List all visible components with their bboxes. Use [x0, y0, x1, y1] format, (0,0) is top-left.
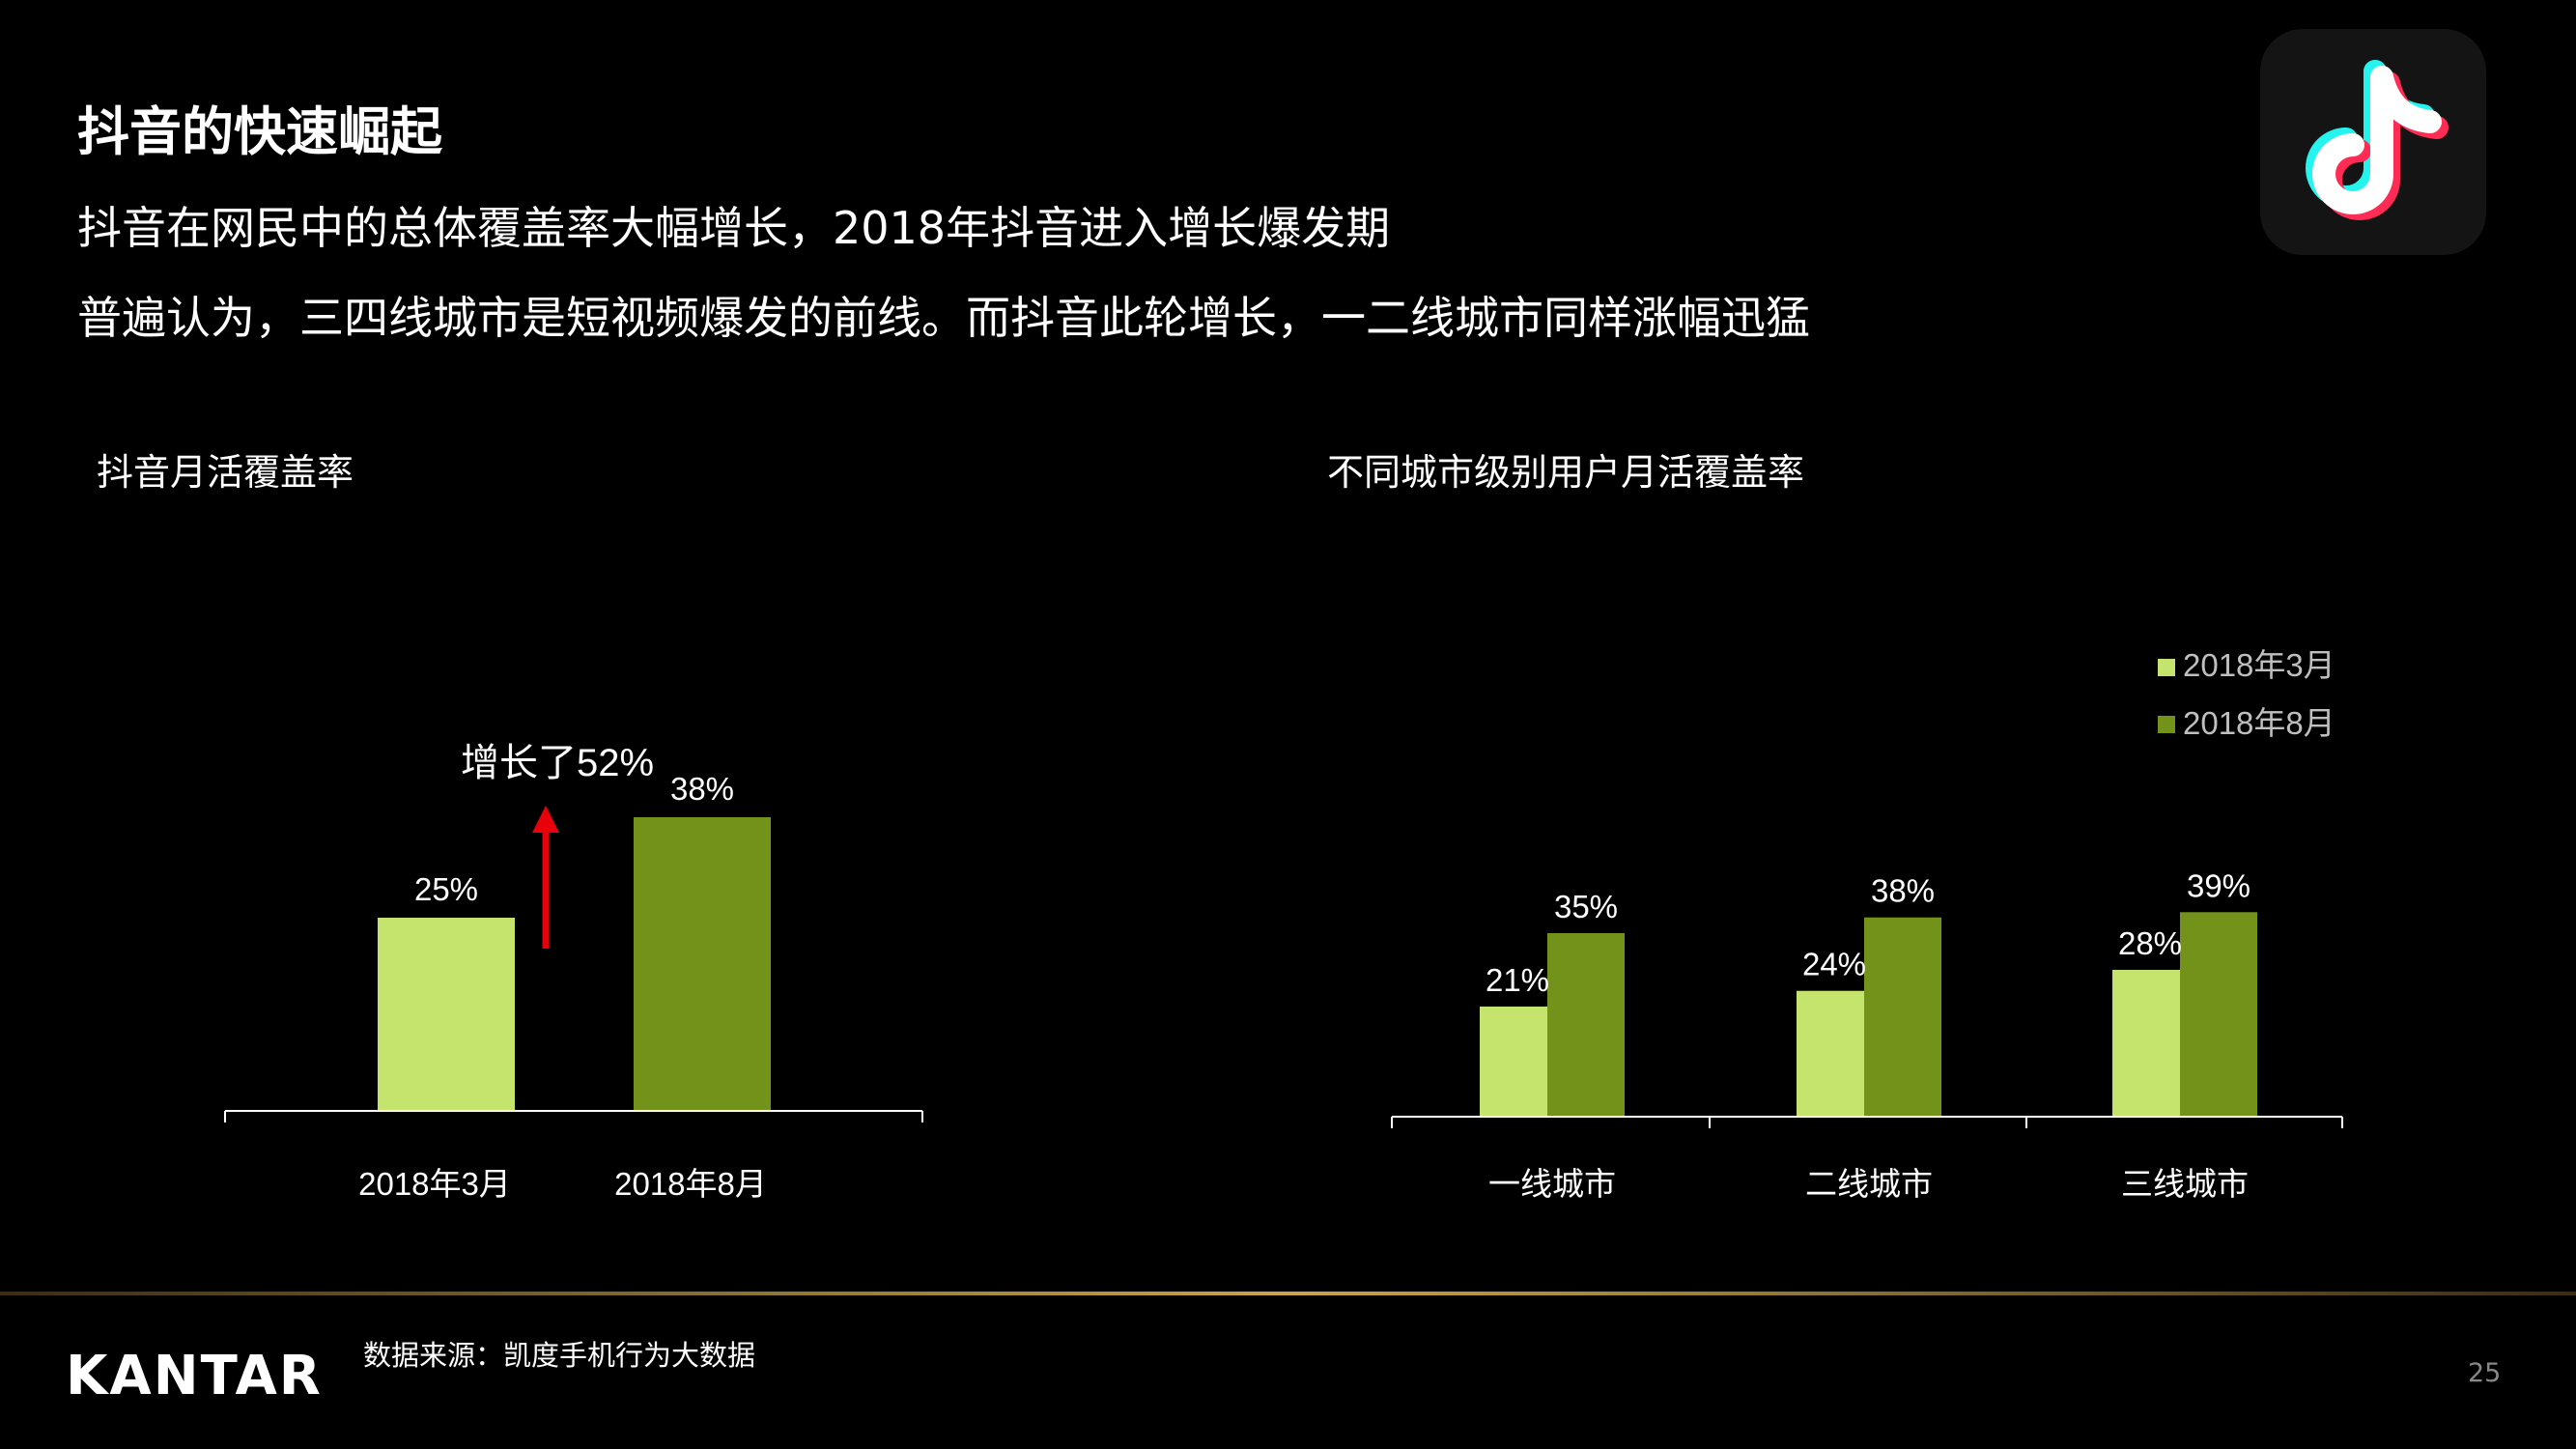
footer-divider — [0, 1292, 2576, 1295]
chart2-category-label-1: 一线城市 — [1488, 1166, 1616, 1202]
data-source-note: 数据来源：凯度手机行为大数据 — [363, 1339, 756, 1372]
tiktok-logo-icon — [2260, 29, 2486, 255]
growth-annotation: 增长了52% — [461, 742, 654, 784]
legend-swatch-series-2 — [2158, 716, 2175, 733]
chart1-title: 抖音月活覆盖率 — [97, 451, 354, 494]
chart2-value-label-1-series-2: 35% — [1554, 889, 1618, 924]
chart2-value-label-2-series-2: 38% — [1871, 873, 1935, 909]
page-number: 25 — [2468, 1358, 2502, 1388]
chart2-bar-3-series-1 — [2112, 970, 2180, 1117]
chart2-value-label-3-series-2: 39% — [2187, 867, 2250, 903]
chart1-value-label-1: 25% — [414, 871, 478, 907]
chart2-bar-3-series-2 — [2180, 912, 2257, 1117]
chart1-bar-1 — [378, 918, 515, 1111]
chart2-bar-1-series-2 — [1547, 933, 1625, 1117]
chart1-bar-2 — [634, 817, 771, 1111]
subtitle-line-2: 普遍认为，三四线城市是短视频爆发的前线。而抖音此轮增长，一二线城市同样涨幅迅猛 — [77, 292, 1810, 344]
chart2-value-label-3-series-1: 28% — [2118, 925, 2182, 961]
chart1-value-label-2: 38% — [670, 771, 734, 807]
chart1-category-label-1: 2018年3月 — [358, 1166, 511, 1202]
chart2-legend: 2018年3月 2018年8月 — [2158, 647, 2335, 741]
chart1-category-label-2: 2018年8月 — [614, 1166, 767, 1202]
page-title: 抖音的快速崛起 — [77, 101, 442, 162]
chart2-bar-2-series-1 — [1797, 990, 1864, 1117]
chart2-bar-1-series-1 — [1480, 1007, 1547, 1117]
kantar-logo: KANTAR — [66, 1345, 323, 1407]
chart2-value-label-1-series-1: 21% — [1486, 962, 1549, 998]
chart2-category-label-2: 二线城市 — [1805, 1166, 1933, 1202]
chart2-value-label-2-series-1: 24% — [1802, 947, 1866, 982]
subtitle-line-1: 抖音在网民中的总体覆盖率大幅增长，2018年抖音进入增长爆发期 — [77, 202, 1391, 254]
chart2-bar-2-series-2 — [1864, 917, 1941, 1117]
legend-label-series-1: 2018年3月 — [2183, 647, 2335, 683]
legend-label-series-2: 2018年8月 — [2183, 705, 2335, 741]
chart2-category-label-3: 三线城市 — [2121, 1166, 2249, 1202]
chart2-title: 不同城市级别用户月活覆盖率 — [1327, 451, 1805, 494]
legend-swatch-series-1 — [2158, 659, 2175, 676]
